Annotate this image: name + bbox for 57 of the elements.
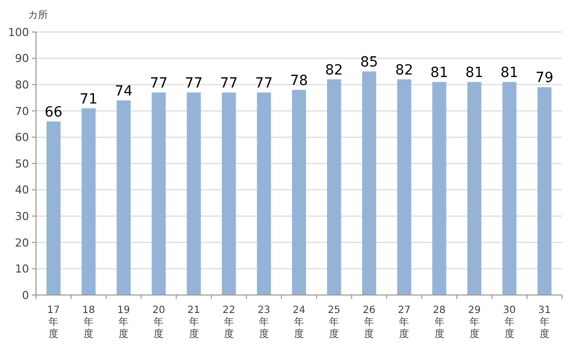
bar bbox=[222, 92, 236, 295]
y-tick-label: 70 bbox=[15, 104, 29, 118]
data-label: 74 bbox=[114, 83, 133, 100]
bar bbox=[502, 82, 516, 295]
data-label: 77 bbox=[150, 75, 168, 92]
x-tick-label: 20年度 bbox=[152, 305, 166, 340]
bar bbox=[432, 82, 446, 295]
data-label: 77 bbox=[220, 75, 238, 92]
data-label: 81 bbox=[465, 64, 484, 81]
bar bbox=[82, 108, 96, 295]
y-tick-label: 0 bbox=[22, 288, 29, 302]
y-tick-label: 40 bbox=[15, 184, 29, 197]
x-tick-label: 28年度 bbox=[432, 305, 446, 340]
y-tick-label: 90 bbox=[15, 52, 29, 66]
x-tick-label: 30年度 bbox=[503, 305, 516, 340]
bar bbox=[116, 100, 131, 295]
x-tick-label: 31年度 bbox=[538, 305, 551, 340]
bar bbox=[186, 92, 201, 295]
x-tick-label: 24年度 bbox=[292, 305, 306, 340]
y-axis-title: カ所 bbox=[28, 9, 48, 21]
x-tick-label: 19年度 bbox=[117, 305, 130, 340]
y-tick-label: 20 bbox=[15, 236, 29, 250]
data-label: 71 bbox=[80, 91, 98, 108]
x-tick-label: 22年度 bbox=[222, 305, 236, 340]
data-label: 66 bbox=[44, 104, 63, 120]
bar bbox=[46, 121, 61, 295]
y-tick-label: 80 bbox=[15, 78, 29, 92]
bar bbox=[537, 87, 552, 295]
bar bbox=[327, 79, 342, 295]
y-tick-label: 30 bbox=[15, 210, 29, 223]
y-tick-label: 60 bbox=[15, 131, 29, 144]
x-tick-label: 27年度 bbox=[398, 305, 411, 340]
bar bbox=[292, 90, 306, 295]
x-tick-label: 29年度 bbox=[468, 305, 481, 340]
bar bbox=[152, 92, 166, 295]
data-label: 81 bbox=[430, 64, 448, 81]
x-tick-label: 25年度 bbox=[328, 305, 340, 340]
y-tick-label: 50 bbox=[15, 157, 29, 170]
data-label: 78 bbox=[290, 72, 308, 89]
x-tick-label: 17年度 bbox=[47, 305, 60, 340]
x-tick-label: 18年度 bbox=[82, 305, 95, 340]
data-label: 77 bbox=[184, 75, 203, 92]
data-label: 85 bbox=[360, 54, 378, 70]
bar bbox=[256, 92, 271, 295]
data-label: 81 bbox=[500, 64, 518, 81]
data-label: 77 bbox=[255, 75, 273, 92]
y-tick-label: 100 bbox=[8, 26, 29, 39]
bar bbox=[467, 82, 482, 295]
data-label: 79 bbox=[536, 70, 554, 86]
y-tick-label: 10 bbox=[15, 262, 29, 276]
bar bbox=[397, 79, 412, 295]
bar bbox=[362, 71, 376, 295]
data-label: 82 bbox=[325, 62, 343, 78]
x-tick-label: 23年度 bbox=[258, 305, 270, 340]
x-tick-label: 21年度 bbox=[187, 305, 200, 340]
data-label: 82 bbox=[395, 62, 414, 78]
x-tick-label: 26年度 bbox=[362, 305, 376, 340]
